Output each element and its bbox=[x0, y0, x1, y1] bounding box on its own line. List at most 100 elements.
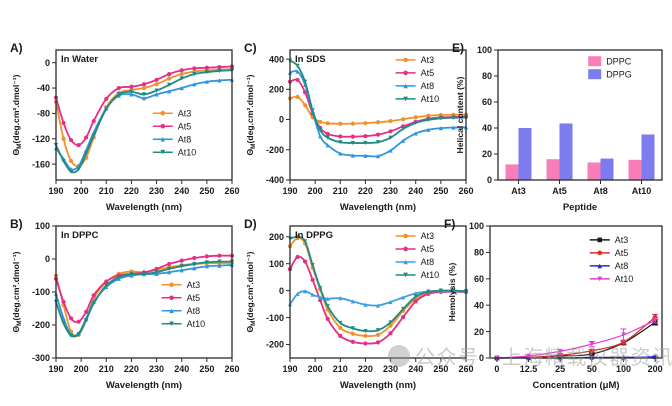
inner-title: In Water bbox=[61, 54, 98, 65]
y-axis-label: ΘM(deg.cm².dmol⁻¹) bbox=[11, 74, 23, 155]
svg-text:190: 190 bbox=[48, 186, 63, 196]
plot-frame bbox=[55, 225, 233, 359]
svg-text:190: 190 bbox=[282, 186, 297, 196]
svg-text:-120: -120 bbox=[32, 134, 50, 144]
svg-text:20: 20 bbox=[474, 327, 484, 337]
svg-text:0: 0 bbox=[279, 115, 284, 125]
svg-text:At10: At10 bbox=[615, 274, 634, 284]
panel-f-hemolysis-chart: F) 0 20 40 60 80 100 Hemolysis (%) 0 12.5 25 50 100 2… bbox=[444, 217, 663, 391]
svg-text:0: 0 bbox=[279, 286, 284, 296]
svg-text:0: 0 bbox=[45, 58, 50, 68]
x-axis-label: Peptide bbox=[563, 202, 597, 213]
series-At3 bbox=[494, 319, 659, 361]
svg-text:200: 200 bbox=[648, 364, 663, 374]
svg-text:100: 100 bbox=[477, 45, 492, 55]
panel-letter: C) bbox=[244, 41, 257, 55]
svg-text:At10: At10 bbox=[187, 319, 206, 329]
svg-text:40: 40 bbox=[482, 123, 492, 133]
svg-text:At8: At8 bbox=[421, 81, 435, 91]
bar-series bbox=[505, 123, 655, 180]
axes: E) 0 20 40 60 80 100 Helical content (%) At3 At5 A… bbox=[452, 41, 651, 213]
svg-text:0: 0 bbox=[45, 254, 50, 264]
svg-text:At3: At3 bbox=[511, 186, 526, 196]
svg-text:260: 260 bbox=[224, 186, 239, 196]
svg-text:At5: At5 bbox=[421, 244, 435, 254]
legend: At3 At5 At8 At10 bbox=[395, 55, 440, 104]
svg-text:220: 220 bbox=[124, 364, 139, 374]
svg-text:At10: At10 bbox=[421, 94, 440, 104]
x-axis-label: Concentration (μM) bbox=[532, 380, 619, 391]
x-axis-label: Wavelength (nm) bbox=[106, 202, 182, 213]
svg-text:-200: -200 bbox=[32, 320, 50, 330]
svg-text:60: 60 bbox=[474, 274, 484, 284]
series-At5 bbox=[53, 64, 235, 148]
svg-text:240: 240 bbox=[408, 186, 423, 196]
svg-text:At5: At5 bbox=[421, 68, 435, 78]
svg-text:-160: -160 bbox=[32, 159, 50, 169]
axes: D) 200 100 0 -100 -200 ΘM(deg.cm².dmol⁻¹) 190 20… bbox=[244, 217, 474, 391]
axes: A) 0 -40 -80 -120 -160 ΘM(deg.cm².dmol⁻¹) 190 20… bbox=[10, 41, 240, 213]
svg-text:At5: At5 bbox=[178, 121, 192, 131]
svg-text:80: 80 bbox=[474, 248, 484, 258]
svg-text:210: 210 bbox=[333, 364, 348, 374]
svg-text:100: 100 bbox=[35, 221, 50, 231]
x-axis-label: Wavelength (nm) bbox=[106, 380, 182, 391]
svg-text:At8: At8 bbox=[178, 134, 192, 144]
svg-text:At8: At8 bbox=[187, 306, 201, 316]
svg-text:At5: At5 bbox=[615, 248, 629, 258]
svg-text:At5: At5 bbox=[552, 186, 567, 196]
axes: C) 400 200 0 -200 -400 ΘM(deg.cm².dmol⁻¹) 190 20… bbox=[244, 41, 474, 213]
x-axis-label: Wavelength (nm) bbox=[340, 202, 416, 213]
svg-text:220: 220 bbox=[124, 186, 139, 196]
svg-text:25: 25 bbox=[555, 364, 565, 374]
svg-text:-100: -100 bbox=[266, 313, 284, 323]
svg-text:40: 40 bbox=[474, 300, 484, 310]
svg-text:0: 0 bbox=[487, 175, 492, 185]
svg-text:12.5: 12.5 bbox=[520, 364, 538, 374]
svg-text:200: 200 bbox=[74, 186, 89, 196]
legend: At3 At5 At8 At10 bbox=[589, 235, 634, 284]
svg-text:DPPG: DPPG bbox=[606, 69, 632, 79]
panel-letter: F) bbox=[444, 217, 455, 231]
series-At3 bbox=[287, 94, 469, 126]
svg-text:-100: -100 bbox=[32, 287, 50, 297]
svg-text:At3: At3 bbox=[187, 280, 201, 290]
panel-letter: B) bbox=[10, 217, 23, 231]
svg-text:200: 200 bbox=[308, 364, 323, 374]
svg-text:100: 100 bbox=[469, 221, 484, 231]
svg-text:240: 240 bbox=[174, 186, 189, 196]
svg-text:At8: At8 bbox=[421, 257, 435, 267]
svg-text:260: 260 bbox=[458, 186, 473, 196]
plot-frame bbox=[489, 225, 663, 359]
svg-text:190: 190 bbox=[48, 364, 63, 374]
svg-text:At10: At10 bbox=[178, 147, 197, 157]
svg-text:240: 240 bbox=[174, 364, 189, 374]
svg-text:260: 260 bbox=[224, 364, 239, 374]
svg-text:210: 210 bbox=[99, 364, 114, 374]
series-At10 bbox=[494, 317, 659, 361]
inner-title: In DPPG bbox=[295, 230, 333, 241]
y-axis-label: Hemolysis (%) bbox=[447, 262, 457, 321]
svg-text:250: 250 bbox=[433, 364, 448, 374]
svg-text:240: 240 bbox=[408, 364, 423, 374]
svg-text:-200: -200 bbox=[266, 340, 284, 350]
x-axis-label: Wavelength (nm) bbox=[340, 380, 416, 391]
svg-text:At3: At3 bbox=[421, 55, 435, 65]
svg-text:250: 250 bbox=[433, 186, 448, 196]
plot-frame bbox=[55, 49, 233, 181]
svg-text:230: 230 bbox=[383, 364, 398, 374]
legend: At3 At5 At8 At10 bbox=[395, 231, 439, 280]
legend: At3 At5 At8 At10 bbox=[161, 280, 206, 329]
plot-frame bbox=[497, 49, 663, 181]
svg-text:190: 190 bbox=[282, 364, 297, 374]
svg-text:60: 60 bbox=[482, 97, 492, 107]
svg-text:0: 0 bbox=[479, 353, 484, 363]
svg-text:220: 220 bbox=[358, 186, 373, 196]
panel-letter: D) bbox=[244, 217, 257, 231]
panel-b-cd-dppc-chart: B) 100 0 -100 -200 -300 ΘM(deg.cm².dmol⁻¹) 190 2… bbox=[10, 217, 240, 391]
axes: B) 100 0 -100 -200 -300 ΘM(deg.cm².dmol⁻¹) 190 2… bbox=[10, 217, 240, 391]
svg-text:230: 230 bbox=[149, 364, 164, 374]
svg-text:250: 250 bbox=[199, 186, 214, 196]
inner-title: In SDS bbox=[295, 54, 326, 65]
